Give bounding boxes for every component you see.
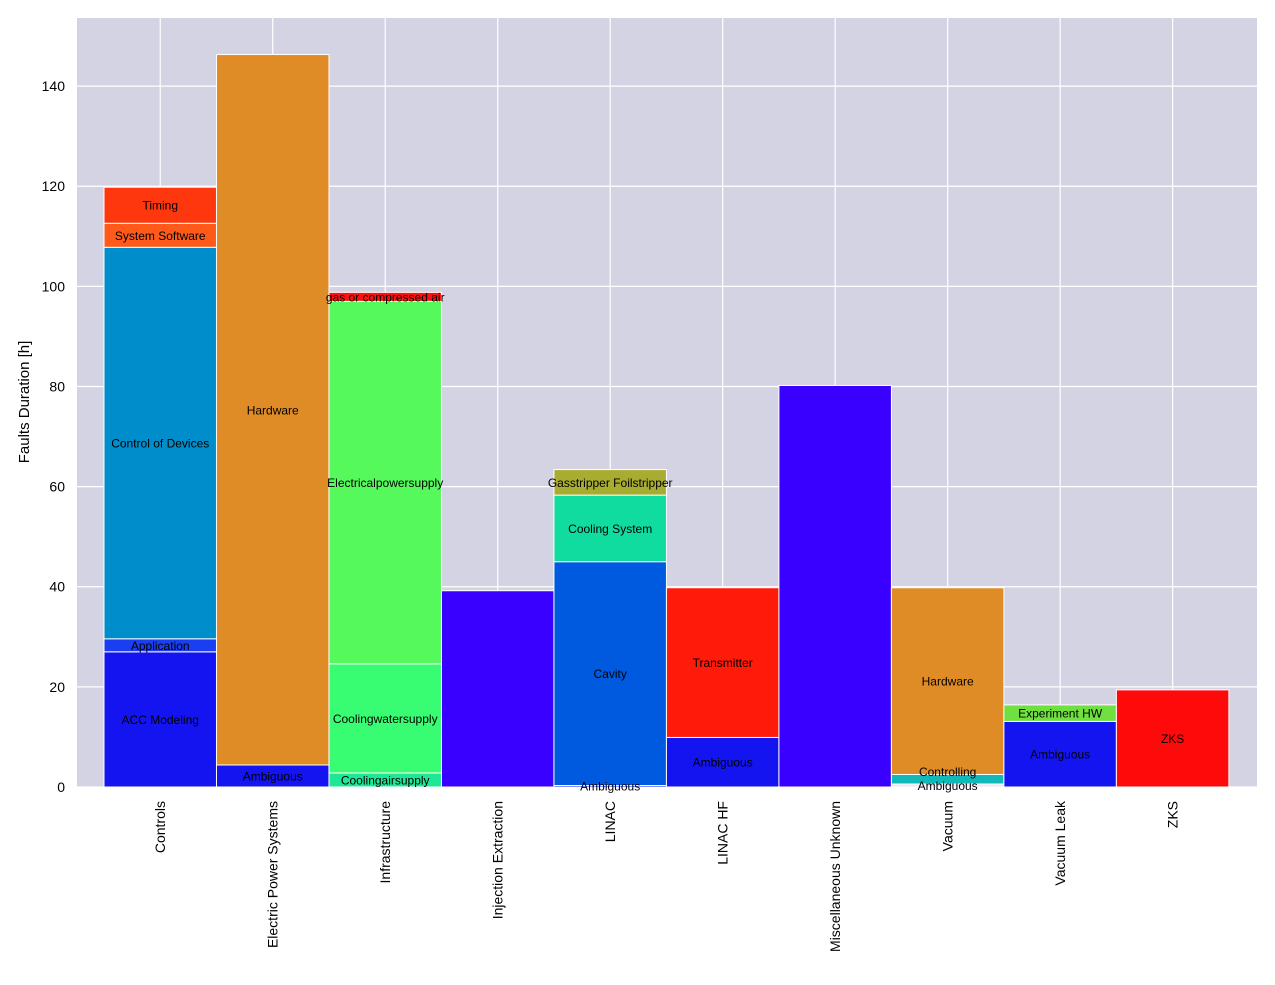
bar-segment [665,587,780,738]
bar-segment [103,186,217,224]
bar-segment [553,469,667,496]
segment-label: Controlling [919,765,976,779]
segment-label: Coolingwatersupply [333,712,438,726]
x-tick-label: ZKS [1165,801,1181,828]
segment-label: Ambiguous [693,756,753,770]
bar-segment [553,494,667,563]
bar-segment [440,590,555,788]
segment-label: Hardware [247,403,299,417]
segment-label: Application [131,639,190,653]
segment-label: Hardware [922,675,974,689]
segment-label: Gasstripper Foilstripper [548,476,673,490]
x-tick-label: Miscellaneous Unknown [827,801,843,952]
segment-label: Ambiguous [580,780,640,794]
segment-label: Cooling System [568,522,652,536]
x-tick-label: Vacuum Leak [1052,800,1068,886]
y-tick-label: 60 [49,479,65,495]
y-tick-label: 40 [49,579,65,595]
y-tick-label: 0 [57,779,65,795]
x-tick-label: Infrastructure [377,801,393,884]
bar-segment [328,663,442,774]
segment-label: Control of Devices [111,437,209,451]
bar-segment [1003,720,1117,788]
segment-label: Transmitter [693,656,753,670]
x-tick-label: Controls [152,801,168,853]
segment-label: ACC Modeling [122,713,199,727]
segment-labels: ACC Modeling Application Control of Device… [111,199,1184,794]
x-tick-label: Injection Extraction [490,801,506,919]
x-ticks: Controls Electric Power Systems Infrastruc… [152,800,1180,952]
segment-label: Ambiguous [918,779,978,793]
x-tick-label: LINAC [602,801,618,842]
x-tick-label: LINAC HF [715,801,731,865]
bar-segment [215,54,330,766]
segment-label: Ambiguous [1030,748,1090,762]
y-tick-label: 20 [49,679,65,695]
bar-segment [778,384,892,788]
bar-segment [328,300,442,665]
segment-label: Ambiguous [243,769,303,783]
bar-segment [665,736,780,788]
y-ticks: 0 20 40 60 80 100 120 140 [42,78,66,795]
y-tick-label: 120 [42,178,66,194]
bar-segment [553,561,667,786]
segment-label: Electricalpowersupply [327,476,443,490]
x-tick-label: Electric Power Systems [265,801,281,948]
segment-label: ZKS [1161,732,1184,746]
segment-label: Timing [142,199,178,213]
x-tick-label: Vacuum [940,801,956,851]
bar-segment [890,587,1005,775]
y-tick-label: 80 [49,378,65,394]
bar-segment [1115,689,1230,788]
y-axis-label: Faults Duration [h] [16,341,33,464]
y-tick-label: 100 [42,278,66,294]
segment-label: System Software [115,229,206,243]
y-tick-label: 140 [42,78,66,94]
segment-label: gas or compressed air [326,290,445,304]
segment-label: Experiment HW [1018,707,1103,721]
bars [103,54,1230,788]
bar-segment [328,291,442,302]
bar-segment [103,246,217,640]
segment-label: Cavity [594,667,627,681]
segment-label: Coolingairsupply [341,773,430,787]
